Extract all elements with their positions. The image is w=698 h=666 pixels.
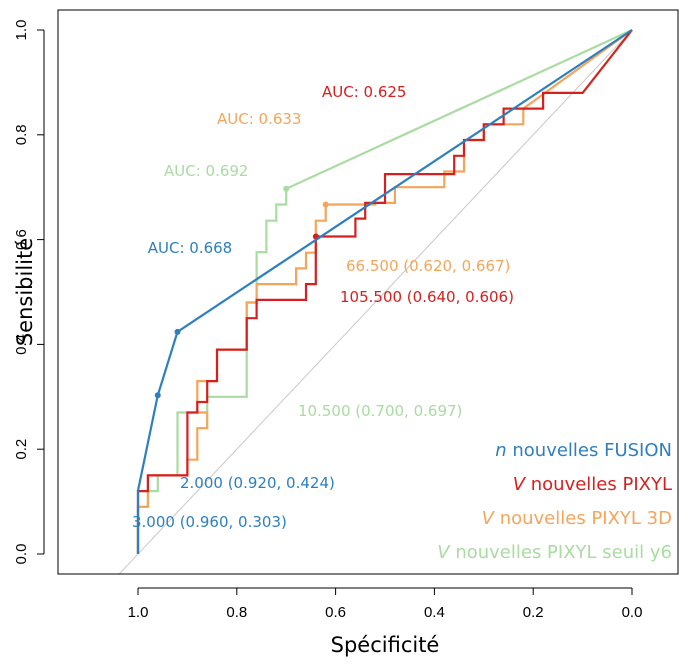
plot-box (57, 9, 679, 575)
threshold-label: 66.500 (0.620, 0.667) (346, 257, 510, 275)
y-tick-label: 0.6 (13, 229, 30, 250)
threshold-point (174, 328, 181, 335)
legend-prefix: V (437, 542, 455, 563)
roc-curve-nouvelles-pixyl (136, 29, 633, 554)
x-tick-label: 0.8 (226, 604, 247, 621)
auc-label: AUC: 0.692 (164, 162, 248, 180)
y-tick-label: 0.2 (13, 439, 30, 460)
threshold-label: 2.000 (0.920, 0.424) (180, 474, 335, 492)
x-tick-label: 0.6 (325, 604, 346, 621)
legend-entry: V nouvelles PIXYL seuil y6 (437, 542, 672, 563)
y-tick-label: 0.4 (13, 334, 30, 355)
threshold-point (322, 201, 329, 208)
legend-entry: V nouvelles PIXYL (513, 474, 672, 495)
annotation-layer: AUC: 0.668 3.000 (0.960, 0.303) 2.000 (0.9… (132, 83, 514, 531)
x-tick-label: 1.0 (128, 604, 149, 621)
threshold-label: 10.500 (0.700, 0.697) (298, 402, 462, 420)
roc-curve-nouvelles-pixyl-seuil-y6 (136, 29, 633, 554)
x-tick-label: 0.4 (424, 604, 445, 621)
legend-prefix: V (482, 508, 500, 529)
y-tick-label: 1.0 (13, 20, 30, 41)
x-tick-label: 0.0 (622, 604, 643, 621)
y-axis-title: Sensibilité (13, 238, 37, 346)
legend-name: nouvelles PIXYL 3D (500, 508, 672, 529)
legend-entry: n nouvelles FUSION (495, 440, 672, 461)
legend-name: nouvelles PIXYL (531, 474, 672, 495)
series-layer (136, 29, 633, 554)
threshold-label: 3.000 (0.960, 0.303) (132, 513, 287, 531)
legend-prefix: V (513, 474, 531, 495)
x-tick-label: 0.2 (523, 604, 544, 621)
auc-label: AUC: 0.668 (148, 239, 232, 257)
y-tick-label: 0.8 (13, 124, 30, 145)
legend-entry: V nouvelles PIXYL 3D (482, 508, 672, 529)
threshold-point (154, 392, 161, 399)
roc-curve-nouvelles-pixyl-3d (136, 29, 633, 554)
chance-diagonal (117, 29, 633, 576)
axes-layer: 1.0 0.8 0.6 0.4 0.2 0.0 0.0 0.2 0.4 0.6 0.8 1.0 (13, 9, 679, 621)
legend-name: nouvelles PIXYL seuil y6 (455, 542, 672, 563)
y-tick-label: 0.0 (13, 544, 30, 565)
auc-label: AUC: 0.625 (322, 83, 406, 101)
auc-label: AUC: 0.633 (217, 110, 301, 128)
legend-prefix: n (495, 440, 512, 461)
legend-name: nouvelles FUSION (512, 440, 672, 461)
x-axis-title: Spécificité (331, 633, 440, 657)
threshold-point (283, 185, 290, 192)
threshold-label: 105.500 (0.640, 0.606) (340, 288, 514, 306)
